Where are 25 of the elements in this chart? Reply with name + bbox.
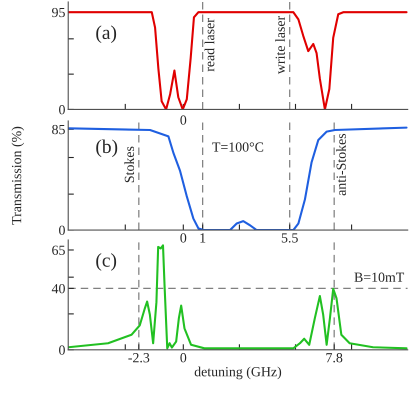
ref-line-label: anti-Stokes xyxy=(336,134,346,196)
annotation: (b) xyxy=(96,139,118,158)
annotation: B=10mT xyxy=(354,272,404,282)
x-tick-label: -2.3 xyxy=(128,353,150,362)
y-tick-label: 0 xyxy=(59,226,65,235)
annotation: 0 xyxy=(180,115,186,125)
y-tick-label: 0 xyxy=(59,105,65,114)
annotation: (c) xyxy=(96,253,116,271)
ref-line-label: read laser xyxy=(204,18,214,72)
x-tick-label: 0 xyxy=(180,353,186,362)
y-tick-label: 0 xyxy=(59,345,65,355)
y-tick-label: 95 xyxy=(52,8,65,18)
ref-line-label: write laser xyxy=(275,16,285,74)
x-tick-label: 0 xyxy=(180,233,186,243)
y-tick-label: 85 xyxy=(52,124,65,134)
x-tick-label: 5.5 xyxy=(282,233,298,243)
x-tick-label: 7.8 xyxy=(326,353,342,362)
x-axis-title: detuning (GHz) xyxy=(194,366,282,380)
y-axis-title: Transmission (%) xyxy=(12,126,24,225)
y-tick-label: 40 xyxy=(52,284,65,294)
annotation: T=100°C xyxy=(212,142,264,152)
annotation: (a) xyxy=(96,25,116,44)
ref-line-label: Stokes xyxy=(124,146,134,182)
x-tick-label: 1 xyxy=(200,233,206,242)
y-tick-label: 65 xyxy=(52,246,65,255)
